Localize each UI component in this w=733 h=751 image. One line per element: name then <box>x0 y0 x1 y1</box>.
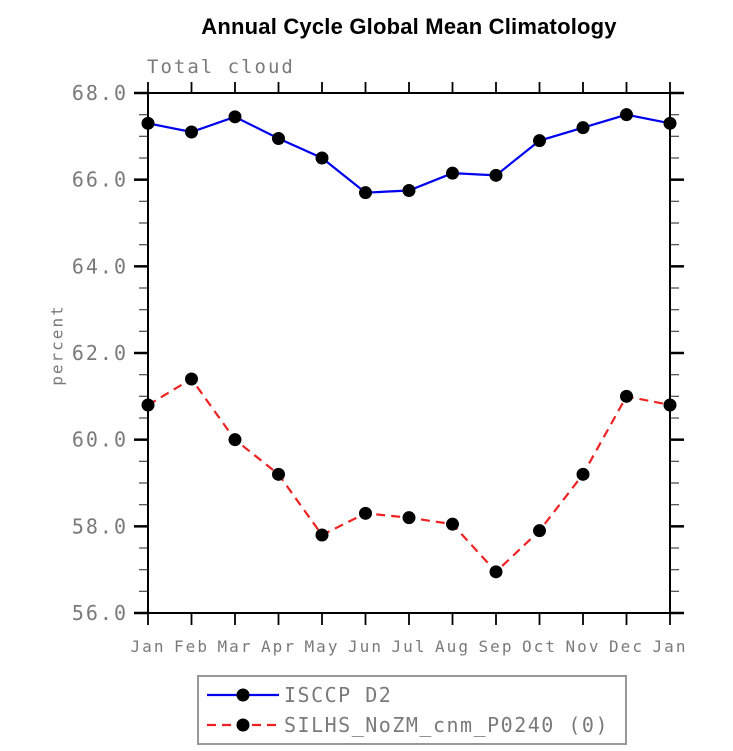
x-axis-tick-label: Nov <box>566 637 601 656</box>
data-point-marker <box>663 398 677 412</box>
legend-label-isccp: ISCCP D2 <box>284 683 393 707</box>
x-axis-tick-label: Apr <box>261 637 296 656</box>
x-axis-tick-label: Jul <box>392 637 427 656</box>
x-axis-tick-label: Jan <box>653 637 688 656</box>
legend-item-silhs: SILHS_NoZM_cnm_P0240 (0) <box>204 710 621 740</box>
data-point-marker <box>489 168 503 182</box>
data-point-marker <box>272 467 285 481</box>
y-axis-tick-label: 68.0 <box>72 81 128 105</box>
data-point-marker <box>359 186 372 200</box>
chart-subtitle: Total cloud <box>147 56 295 78</box>
data-point-marker <box>663 116 677 130</box>
x-axis-tick-label: Oct <box>522 637 557 656</box>
x-axis-tick-label: Jan <box>131 637 166 656</box>
data-point-marker <box>576 467 590 481</box>
legend-label-silhs: SILHS_NoZM_cnm_P0240 (0) <box>284 713 609 737</box>
data-point-marker <box>228 110 242 124</box>
data-point-marker <box>359 506 372 520</box>
y-axis-tick-label: 56.0 <box>72 601 128 625</box>
data-point-marker <box>489 565 503 579</box>
y-axis-tick-label: 60.0 <box>72 428 128 452</box>
data-point-marker <box>185 372 198 386</box>
data-point-marker <box>402 184 416 197</box>
data-point-marker <box>272 132 285 145</box>
y-axis-tick-label: 64.0 <box>72 254 128 278</box>
data-point-marker <box>446 166 459 180</box>
x-axis-tick-label: Feb <box>174 637 209 656</box>
y-axis-tick-label: 66.0 <box>72 168 128 192</box>
data-point-marker <box>141 398 155 412</box>
data-point-marker <box>315 151 329 165</box>
data-point-marker <box>533 524 546 538</box>
plot-frame <box>147 92 671 614</box>
legend-item-isccp: ISCCP D2 <box>204 680 621 710</box>
data-point-marker <box>402 511 416 525</box>
data-point-marker <box>185 125 198 139</box>
data-point-marker <box>228 433 242 447</box>
y-axis-tick-label: 62.0 <box>72 341 128 365</box>
x-axis-tick-label: Mar <box>218 637 253 656</box>
x-axis-tick-label: Dec <box>609 637 644 656</box>
data-point-marker <box>620 389 633 403</box>
series-line-0 <box>147 113 671 194</box>
data-point-marker <box>315 528 329 542</box>
data-point-marker <box>141 116 155 130</box>
data-point-marker <box>533 134 546 148</box>
legend: ISCCP D2 SILHS_NoZM_cnm_P0240 (0) <box>197 675 627 745</box>
page-title: Annual Cycle Global Mean Climatology <box>201 14 617 39</box>
legend-line-dashed-icon <box>207 718 279 732</box>
data-point-marker <box>576 121 590 135</box>
data-point-marker <box>620 108 633 122</box>
series-line-1 <box>147 377 671 574</box>
x-axis-tick-label: Sep <box>479 637 514 656</box>
x-axis-tick-label: Aug <box>435 637 470 656</box>
data-point-marker <box>446 517 459 531</box>
x-axis-tick-label: May <box>305 637 340 656</box>
x-axis-tick-label: Jun <box>348 637 383 656</box>
y-axis-tick-label: 58.0 <box>72 514 128 538</box>
legend-line-solid-icon <box>207 688 279 702</box>
